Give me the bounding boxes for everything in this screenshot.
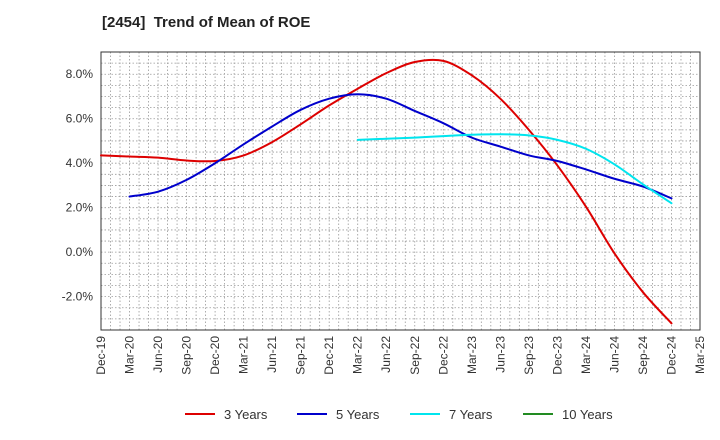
legend: 3 Years 5 Years 7 Years 10 Years (185, 407, 613, 422)
x-tick-label: Dec-21 (322, 336, 336, 375)
y-tick-label: 4.0% (66, 156, 94, 170)
x-tick-label: Mar-21 (237, 336, 251, 374)
plot-frame (100, 51, 701, 331)
legend-label-5-years: 5 Years (336, 407, 380, 422)
x-tick-label: Sep-22 (408, 336, 422, 375)
x-tick-label: Sep-23 (522, 336, 536, 375)
y-tick-label: 6.0% (66, 112, 94, 126)
legend-label-3-years: 3 Years (224, 407, 268, 422)
y-tick-label: -2.0% (62, 290, 94, 304)
x-tick-label: Sep-24 (636, 336, 650, 375)
x-tick-label: Dec-23 (550, 336, 564, 375)
x-tick-label: Jun-21 (265, 336, 279, 373)
legend-label-10-years: 10 Years (562, 407, 613, 422)
axis-layer: 8.0% 6.0% 4.0% 2.0% 0.0% -2.0% Dec-19 Mar-20 Jun… (62, 67, 707, 374)
y-tick-label: 0.0% (66, 245, 94, 259)
x-tick-label: Mar-24 (579, 336, 593, 374)
legend-label-7-years: 7 Years (449, 407, 493, 422)
x-tick-label: Dec-20 (208, 336, 222, 375)
series-layer (100, 58, 673, 325)
x-tick-label: Mar-25 (693, 336, 707, 374)
series-line-5-years (128, 93, 673, 200)
x-tick-label: Sep-20 (180, 336, 194, 375)
grid-layer (101, 52, 700, 330)
x-tick-label: Dec-24 (664, 336, 678, 375)
x-tick-label: Mar-23 (465, 336, 479, 374)
x-tick-label: Jun-24 (607, 336, 621, 373)
x-tick-label: Jun-23 (493, 336, 507, 373)
series-line-3-years (100, 58, 673, 325)
x-tick-label: Jun-20 (151, 336, 165, 373)
x-tick-label: Mar-20 (123, 336, 137, 374)
x-tick-label: Mar-22 (351, 336, 365, 374)
y-tick-label: 2.0% (66, 201, 94, 215)
series-line-7-years (356, 133, 673, 205)
y-tick-label: 8.0% (66, 67, 94, 81)
x-tick-label: Dec-19 (94, 336, 108, 375)
x-tick-label: Dec-22 (436, 336, 450, 375)
x-tick-label: Jun-22 (379, 336, 393, 373)
chart-title: [2454] Trend of Mean of ROE (102, 14, 311, 31)
x-tick-label: Sep-21 (294, 336, 308, 375)
